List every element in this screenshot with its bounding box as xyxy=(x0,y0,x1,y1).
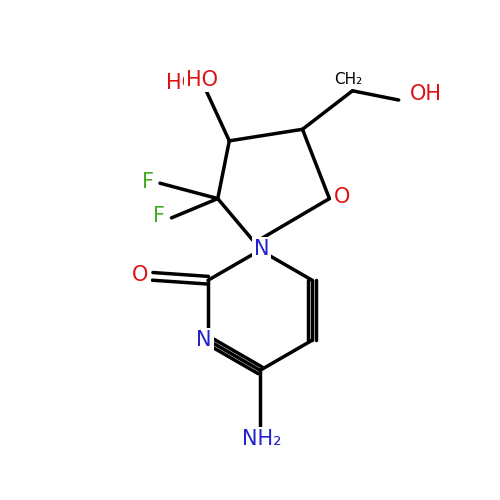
Text: N: N xyxy=(254,238,270,258)
Text: O: O xyxy=(334,187,350,207)
Text: HO: HO xyxy=(186,70,218,90)
Text: F: F xyxy=(142,172,154,192)
Text: HO: HO xyxy=(166,73,198,93)
Text: NH₂: NH₂ xyxy=(242,429,282,449)
Text: F: F xyxy=(153,206,165,227)
Text: O: O xyxy=(132,265,148,285)
Text: OH: OH xyxy=(410,84,442,104)
Text: CH₂: CH₂ xyxy=(334,72,363,87)
Text: N: N xyxy=(196,330,212,350)
